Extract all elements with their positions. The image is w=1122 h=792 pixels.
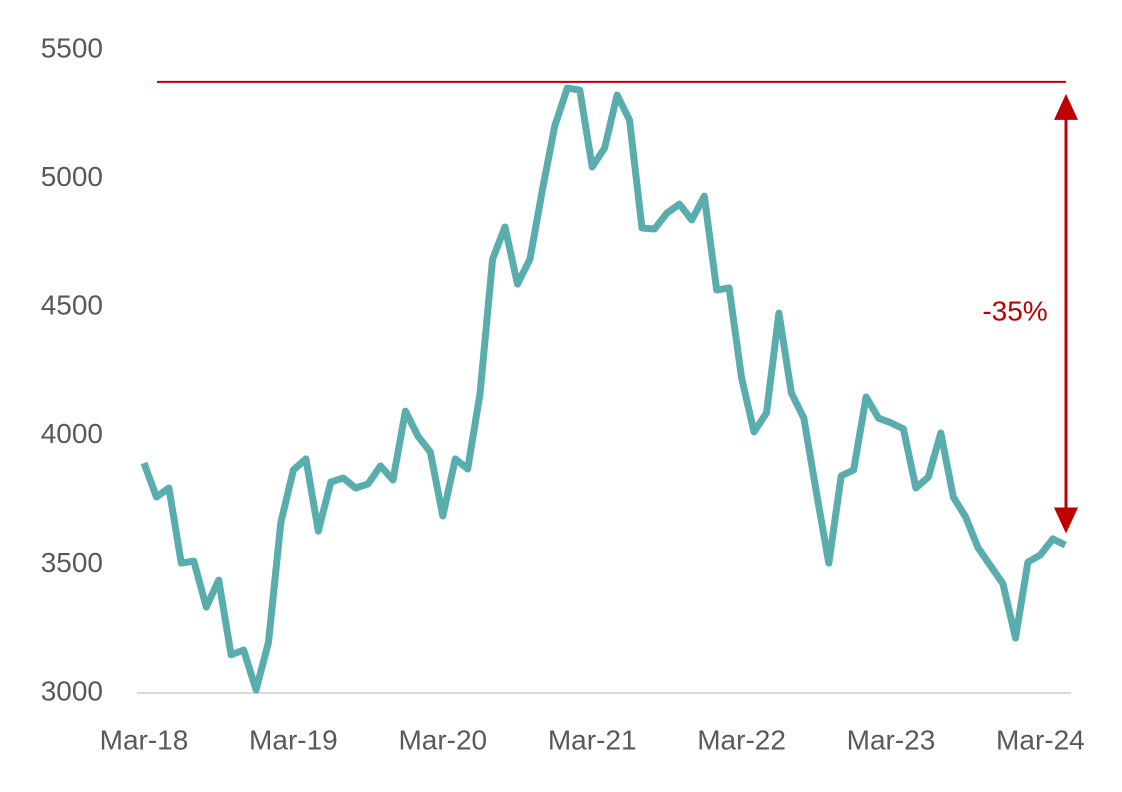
y-tick-label: 3500: [41, 547, 103, 578]
x-tick-label: Mar-23: [847, 724, 936, 755]
y-tick-label: 4500: [41, 290, 103, 321]
arrow-head-bottom: [1054, 507, 1078, 534]
arrow-label: -35%: [982, 295, 1047, 326]
x-tick-label: Mar-21: [548, 724, 637, 755]
x-tick-label: Mar-19: [249, 724, 338, 755]
x-tick-label: Mar-24: [996, 724, 1085, 755]
y-tick-label: 5000: [41, 161, 103, 192]
y-tick-label: 4000: [41, 418, 103, 449]
x-tick-label: Mar-20: [398, 724, 487, 755]
y-tick-label: 3000: [41, 675, 103, 706]
arrow-head-top: [1054, 93, 1078, 120]
data-line: [140, 84, 1067, 694]
x-tick-label: Mar-22: [697, 724, 786, 755]
x-tick-label: Mar-18: [100, 724, 189, 755]
y-tick-label: 5500: [41, 32, 103, 63]
